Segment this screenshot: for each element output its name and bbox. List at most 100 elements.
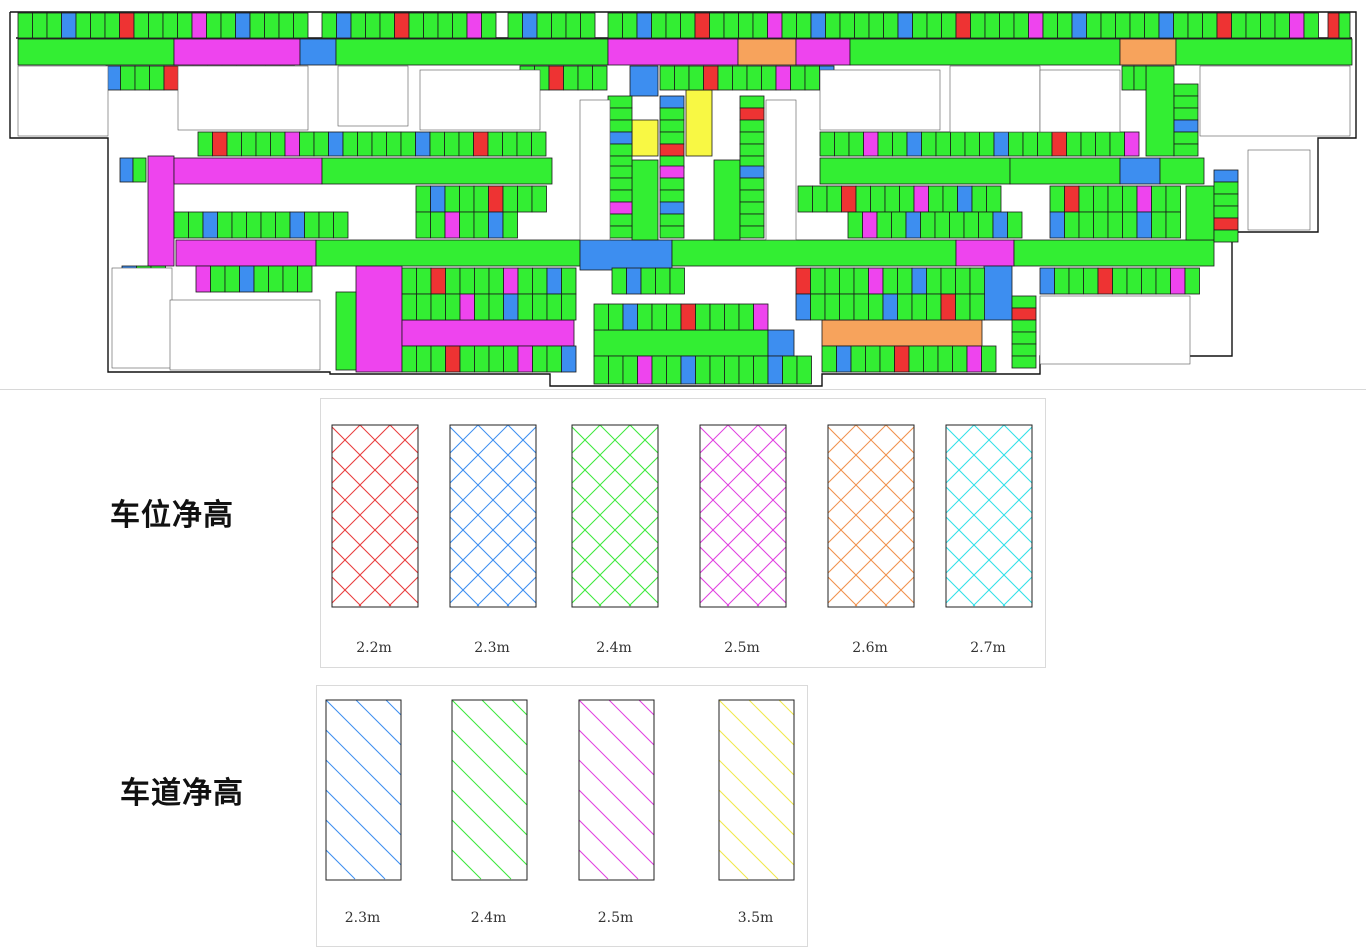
stack-3-3 [607,201,633,215]
row-4g-7 [1151,211,1167,239]
row-top-d-4 [665,12,681,39]
row-4a-5 [246,211,262,239]
row-5b-0 [195,265,211,293]
row-4a-4 [231,211,247,239]
row-6c-11 [753,355,769,385]
stack-0-1 [607,107,633,121]
row-3b-8 [935,131,951,157]
stack-2-0 [739,95,765,109]
row-6d-3 [865,345,881,373]
row-2c-9 [790,65,806,91]
row-6c-7 [695,355,711,385]
lane-27 [593,329,769,357]
row-top-a-9 [148,12,164,39]
stack-4-0 [659,165,685,179]
row-3c-1 [132,157,147,183]
lane-swatch-2-4m-label: 2.4m [470,910,507,926]
row-2d-1 [1133,65,1147,91]
row-4c-6 [502,211,518,239]
row-5d-10 [546,293,562,321]
row-4f-3 [1093,185,1109,213]
lane-height-title: 车道净高 [120,776,244,811]
row-3a-17 [444,131,460,157]
row-3b-6 [906,131,922,157]
stack-6-5 [1173,143,1199,157]
row-5h-0 [1039,267,1055,295]
row-6d-1 [836,345,852,373]
space-swatch-2-3m [449,424,537,608]
row-top-a-12 [191,12,207,39]
row-5d-1 [416,293,432,321]
row-5g-6 [882,293,898,321]
section-divider [0,389,1366,390]
row-3b-14 [1022,131,1038,157]
row-top-d-48 [1303,12,1319,39]
space-height-title: 车位净高 [110,498,234,533]
row-4d-1 [812,185,828,213]
space-swatch-2-2m [331,424,419,608]
stack-1-0 [659,95,685,109]
row-4a-7 [275,211,291,239]
row-3a-16 [429,131,445,157]
lane-34 [631,159,659,241]
row-5f-8 [911,267,927,295]
row-top-a-18 [278,12,294,39]
stack-3-2 [607,189,633,203]
row-4a-8 [289,211,305,239]
row-3b-17 [1066,131,1082,157]
row-top-a-15 [235,12,251,39]
row-5c-2 [430,267,446,295]
row-top-d-5 [680,12,696,39]
row-3b-12 [993,131,1009,157]
row-3a-8 [313,131,329,157]
row-6d-9 [952,345,968,373]
row-4b-4 [473,185,489,213]
row-top-d-17 [854,12,870,39]
row-4f-6 [1136,185,1152,213]
row-4f-2 [1078,185,1094,213]
row-2b-2 [548,65,564,91]
row-top-a-1 [32,12,48,39]
row-top-d-42 [1216,12,1232,39]
lane-7 [849,38,1121,66]
row-top-d-33 [1086,12,1102,39]
row-5d-9 [532,293,548,321]
lane-13 [175,239,317,267]
row-6a-1 [608,303,624,331]
space-swatch-2-4m [571,424,659,608]
stack-7-1 [1213,181,1239,195]
driving-lanes [17,38,1353,373]
row-3a-7 [299,131,315,157]
row-top-a-19 [293,12,309,39]
row-3a-21 [502,131,518,157]
row-3a-9 [328,131,344,157]
core-0 [17,65,109,137]
row-4f-0 [1049,185,1065,213]
row-2c-6 [746,65,762,91]
row-4d-2 [826,185,842,213]
row-4c-4 [473,211,489,239]
row-6b-1 [416,345,432,373]
stack-2-2 [739,119,765,133]
row-3a-2 [226,131,242,157]
row-5g-10 [940,293,956,321]
row-4g-5 [1122,211,1138,239]
row-4e-1 [862,211,878,239]
row-6c-4 [651,355,667,385]
row-4b-6 [502,185,518,213]
row-6a-8 [709,303,725,331]
row-5h-1 [1054,267,1070,295]
row-5c-0 [401,267,417,295]
row-6d-7 [923,345,939,373]
lane-8 [1119,38,1177,66]
stack-6-2 [1173,107,1199,121]
row-3a-23 [531,131,547,157]
row-top-d-19 [883,12,899,39]
row-6c-2 [622,355,638,385]
stack-1-2 [659,119,685,133]
stack-8-2 [1011,319,1037,333]
row-6d-5 [894,345,910,373]
row-6a-5 [666,303,682,331]
row-5c-1 [416,267,432,295]
row-top-d-29 [1028,12,1044,39]
